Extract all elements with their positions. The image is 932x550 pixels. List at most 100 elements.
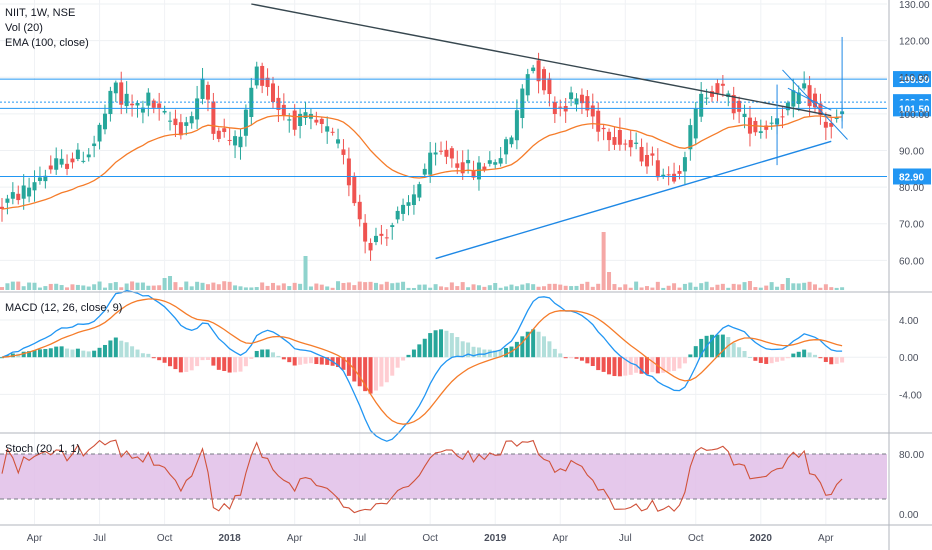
macd-legend[interactable]: MACD (12, 26, close, 9) xyxy=(5,302,123,314)
volume-bar xyxy=(661,287,666,290)
ascending-trendline[interactable] xyxy=(435,140,832,260)
volume-bar xyxy=(449,282,454,290)
ema-line xyxy=(1,114,843,210)
candle-body xyxy=(373,235,378,243)
candle-body xyxy=(520,88,525,119)
macd-histogram-bar xyxy=(525,331,530,358)
macd-histogram-bar xyxy=(764,357,769,364)
macd-histogram-bar xyxy=(758,357,763,363)
candle-body xyxy=(265,77,270,88)
macd-histogram-bar xyxy=(612,357,617,377)
stoch-tick-label: 80.00 xyxy=(899,450,924,461)
symbol-title[interactable]: NIIT, 1W, NSE xyxy=(5,7,76,19)
macd-histogram-bar xyxy=(303,357,308,364)
volume-bar xyxy=(373,282,378,290)
volume-bar xyxy=(140,282,145,290)
macd-histogram-bar xyxy=(628,357,633,375)
candle-body xyxy=(97,124,102,142)
volume-bar xyxy=(401,281,406,290)
volume-bar xyxy=(813,284,817,290)
macd-histogram-bar xyxy=(693,346,698,358)
macd-histogram-bar xyxy=(59,346,64,358)
volume-bar xyxy=(124,283,129,290)
candle-body xyxy=(644,154,649,167)
macd-histogram-bar xyxy=(368,357,373,394)
macd-histogram-bar xyxy=(265,349,270,358)
macd-histogram-bar xyxy=(238,357,243,372)
time-tick-label: Apr xyxy=(552,533,568,544)
volume-bar xyxy=(455,286,460,290)
price-level-label: 109.50 xyxy=(899,75,930,86)
macd-histogram-bar xyxy=(753,357,758,361)
candlesticks xyxy=(0,52,845,261)
volume-bar xyxy=(211,282,216,290)
price-level-tag[interactable] xyxy=(893,100,931,117)
candle-body xyxy=(195,98,200,120)
time-tick-label: Apr xyxy=(27,533,43,544)
candle-body xyxy=(655,160,660,178)
macd-histogram-bar xyxy=(547,341,552,358)
volume-legend[interactable]: Vol (20) xyxy=(5,22,43,34)
trendlines[interactable] xyxy=(251,3,848,260)
candle-body xyxy=(81,160,86,162)
volume-bar xyxy=(200,282,205,290)
time-tick-label: Apr xyxy=(287,533,303,544)
time-tick-label: Jul xyxy=(353,533,366,544)
candle-body xyxy=(482,166,487,170)
volume-bar xyxy=(227,281,232,290)
volume-bar xyxy=(509,284,514,290)
wedge-line[interactable] xyxy=(787,87,832,111)
macd-histogram-bar xyxy=(298,357,303,365)
macd-histogram-bar xyxy=(514,341,519,358)
candle-body xyxy=(785,102,790,111)
macd-tick-label: -4.00 xyxy=(899,390,922,401)
ema-100-line xyxy=(1,114,843,210)
candle-body xyxy=(628,139,633,148)
candle-body xyxy=(737,100,742,112)
ema-legend[interactable]: EMA (100, close) xyxy=(5,37,89,49)
descending-trendline[interactable] xyxy=(251,3,832,117)
macd-histogram-bar xyxy=(222,357,227,371)
macd-histogram-bar xyxy=(384,357,389,383)
volume-bar xyxy=(634,281,639,290)
candle-body xyxy=(579,94,584,104)
volume-bar xyxy=(330,287,335,290)
volume-bar xyxy=(710,287,715,290)
volume-bar xyxy=(531,284,536,290)
stoch-bands xyxy=(0,453,887,500)
volume-bar xyxy=(682,283,687,290)
stoch-legend[interactable]: Stoch (20, 1, 1) xyxy=(5,443,81,455)
volume-bar xyxy=(32,282,37,290)
candle-body xyxy=(466,159,471,164)
wedge-line[interactable] xyxy=(782,69,848,140)
volume-bar xyxy=(162,278,167,290)
macd-histogram-bar xyxy=(552,348,557,358)
volume-bar xyxy=(704,281,709,290)
macd-pane xyxy=(0,289,845,442)
volume-bar xyxy=(271,282,275,290)
candle-body xyxy=(796,92,801,105)
macd-histogram-bar xyxy=(601,357,606,372)
volume-bar xyxy=(417,284,422,290)
macd-histogram-bar xyxy=(346,357,351,376)
candle-body xyxy=(108,90,113,115)
price-level-tag[interactable] xyxy=(893,71,931,88)
candle-body xyxy=(43,175,48,182)
price-level-tag[interactable] xyxy=(893,168,931,185)
macd-histogram-bar xyxy=(563,357,568,359)
macd-histogram-bar xyxy=(558,353,563,358)
candle-body xyxy=(10,192,15,199)
volume-bar xyxy=(834,287,839,290)
volume-bar xyxy=(753,287,758,290)
candle-body xyxy=(693,108,698,139)
candle-body xyxy=(704,97,709,99)
volume-bar xyxy=(254,287,259,290)
candle-body xyxy=(233,136,238,146)
macd-histogram-bar xyxy=(373,357,378,391)
volume-bar xyxy=(731,283,736,290)
candle-body xyxy=(666,174,671,176)
volume-bar xyxy=(547,283,552,290)
time-axis: Apr Jul Oct 2018 Apr Jul Oct 2019 Apr Jul Oct 2020 A… xyxy=(27,533,835,544)
